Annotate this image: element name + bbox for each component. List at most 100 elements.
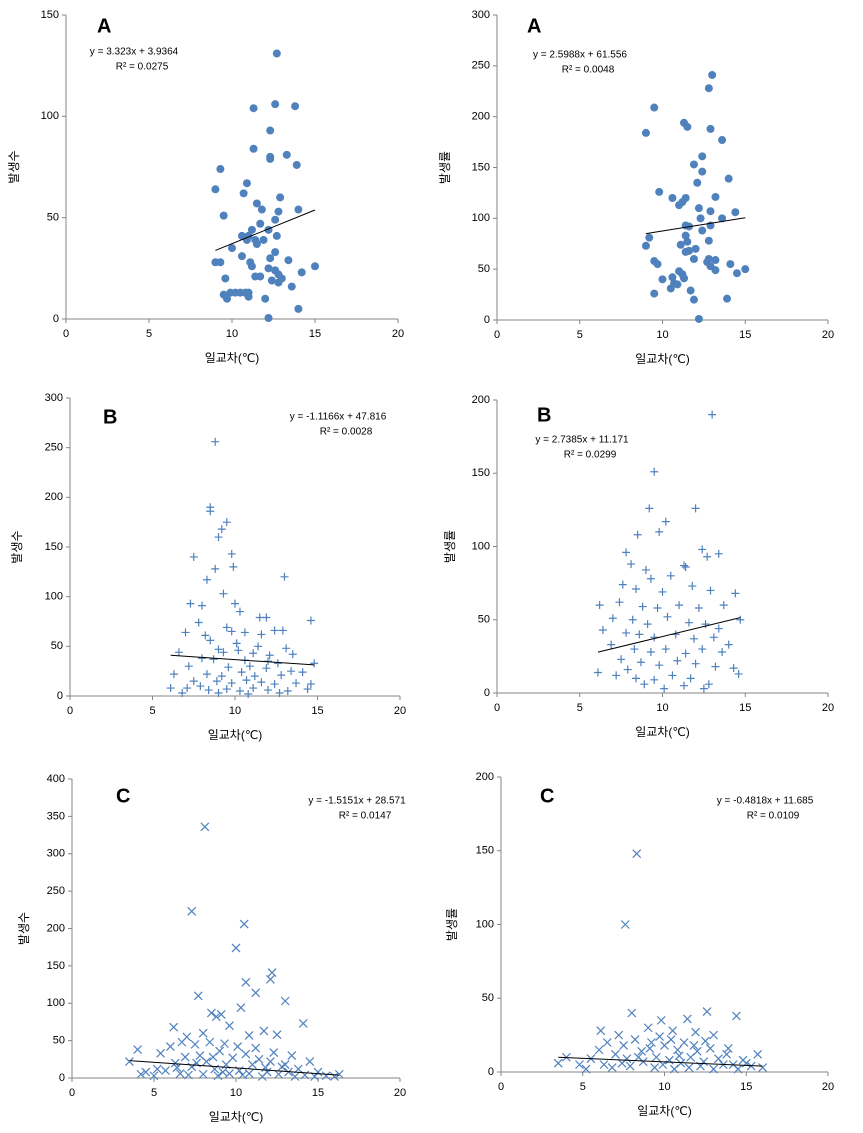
annotation: y = 2.5988x + 61.556 (533, 50, 627, 61)
panel: 0 50 100 150 200 0 5 10 15 20 일교차(℃) 발생률 C y = -0.481… (445, 771, 834, 1118)
x-tick-label: 5 (577, 702, 583, 714)
point (623, 665, 632, 674)
point (249, 104, 258, 113)
y-axis-label: 발생수 (17, 912, 31, 945)
x-tick-label: 20 (392, 328, 404, 340)
point (661, 645, 670, 654)
y-tick-label: 150 (45, 541, 63, 553)
y-tick-label: 300 (45, 392, 63, 404)
point (310, 659, 319, 668)
point (731, 208, 740, 217)
point (661, 517, 670, 526)
point (321, 1071, 331, 1081)
point (267, 968, 277, 978)
point (650, 633, 659, 642)
point (650, 1063, 660, 1072)
point (277, 671, 286, 680)
y-axis-label: 발생률 (443, 530, 457, 563)
point (688, 582, 697, 591)
point (660, 684, 669, 693)
point (231, 599, 239, 608)
y-tick-label: 150 (472, 161, 490, 173)
point (217, 525, 226, 534)
point (242, 179, 251, 188)
point (241, 977, 251, 987)
point (259, 235, 268, 244)
point (692, 1046, 702, 1056)
point (211, 1012, 221, 1022)
point (259, 1026, 269, 1036)
point (205, 1037, 215, 1047)
y-axis-label: 발생률 (445, 908, 459, 941)
point (175, 1069, 185, 1078)
x-tick-label: 5 (149, 705, 155, 717)
point (272, 1030, 282, 1040)
point (216, 1010, 226, 1019)
point (206, 507, 215, 516)
point (622, 548, 631, 557)
point (617, 655, 626, 664)
point (706, 586, 715, 595)
point (244, 1069, 254, 1078)
trendline (215, 209, 316, 251)
point (636, 658, 645, 667)
point (675, 601, 684, 610)
point (698, 545, 707, 554)
point (241, 1049, 251, 1059)
point (619, 1041, 629, 1050)
point (698, 226, 707, 235)
x-tick-label: 15 (740, 1081, 752, 1093)
point (266, 1057, 275, 1066)
point (632, 849, 642, 859)
point (655, 187, 664, 196)
trendline (597, 617, 741, 653)
y-tick-label: 150 (476, 845, 494, 857)
point (708, 70, 717, 79)
x-tick-label: 20 (394, 1087, 406, 1099)
y-tick-label: 200 (472, 111, 490, 123)
point (264, 686, 272, 695)
point (708, 410, 717, 419)
point (622, 1054, 632, 1064)
point (187, 1062, 197, 1072)
point (219, 648, 228, 657)
point (614, 1030, 624, 1040)
point (625, 1061, 635, 1071)
point (149, 1071, 159, 1081)
point (266, 254, 275, 263)
point (275, 689, 284, 698)
point (718, 647, 727, 656)
point (723, 294, 732, 303)
point (224, 663, 233, 672)
point (594, 1045, 604, 1055)
point (257, 678, 266, 687)
annotation: R² = 0.0275 (116, 62, 169, 73)
point (298, 1019, 308, 1028)
x-tick-label: 15 (739, 702, 751, 714)
point (656, 1015, 666, 1025)
point (653, 260, 662, 269)
point (650, 289, 659, 298)
point (194, 618, 203, 627)
point (220, 1039, 229, 1049)
point (701, 620, 710, 629)
x-tick-label: 0 (494, 329, 500, 341)
point (252, 199, 261, 208)
point (731, 589, 740, 598)
point (237, 252, 246, 261)
point (244, 1030, 254, 1040)
point (615, 598, 624, 607)
point (178, 689, 187, 698)
y-tick-label: 200 (472, 394, 490, 406)
point (723, 1043, 733, 1053)
point (732, 269, 741, 278)
x-tick-label: 20 (822, 702, 834, 714)
point (666, 1035, 676, 1044)
point (298, 668, 307, 677)
point (273, 659, 282, 668)
point (681, 247, 690, 256)
y-tick-label: 100 (45, 591, 63, 603)
x-axis-label: 일교차(℃) (635, 352, 690, 366)
point (691, 659, 700, 668)
point (699, 1057, 709, 1067)
